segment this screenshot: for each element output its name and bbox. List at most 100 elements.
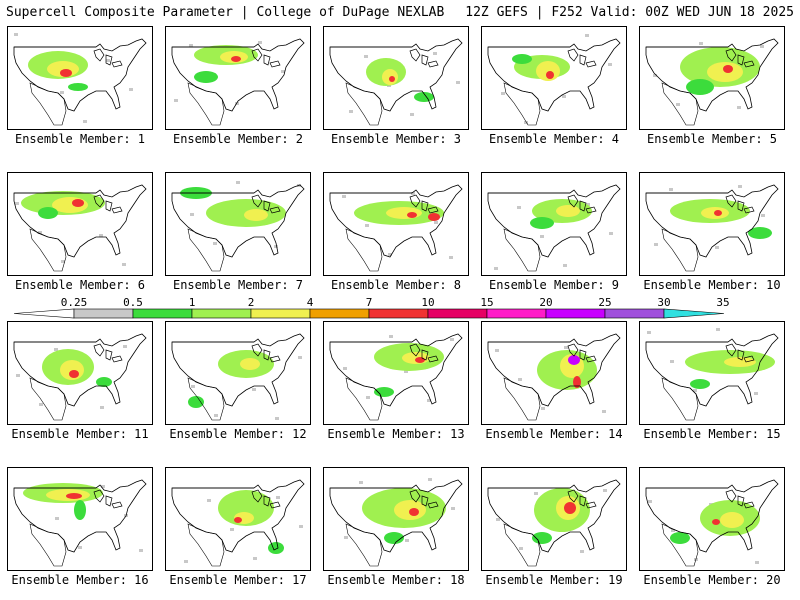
scp-speck [586, 203, 590, 206]
scp-contour [748, 227, 772, 239]
scp-speck [389, 335, 393, 338]
scp-speck [653, 74, 657, 77]
scp-speck [495, 349, 499, 352]
scp-speck [562, 95, 566, 98]
colorbar-segment [309, 308, 370, 319]
scp-speck [411, 192, 415, 195]
great-lakes [409, 194, 439, 214]
colorbar-label: 0.5 [123, 296, 143, 309]
scp-speck [648, 500, 652, 503]
scp-speck [100, 406, 104, 409]
scp-speck [129, 88, 133, 91]
scp-contour [720, 512, 744, 528]
scp-speck [101, 485, 105, 488]
scp-speck [61, 260, 65, 263]
scp-speck [365, 224, 369, 227]
scp-contour [532, 532, 552, 544]
panel-map [639, 26, 785, 130]
scp-contour [72, 199, 84, 207]
mexico-outline [345, 228, 383, 272]
scp-speck [405, 539, 409, 542]
scp-speck [191, 385, 195, 388]
scp-speck [344, 536, 348, 539]
scp-speck [253, 557, 257, 560]
scp-speck [541, 407, 545, 410]
scp-speck [761, 214, 765, 217]
map-canvas [171, 181, 305, 272]
member-caption: Ensemble Member: 16 [11, 573, 149, 587]
map-canvas [645, 328, 779, 421]
panel-map [323, 467, 469, 571]
map-canvas [171, 479, 305, 567]
scp-contour [564, 502, 576, 514]
scp-speck [388, 253, 392, 256]
header: Supercell Composite Parameter | College … [0, 0, 800, 26]
scp-speck [534, 492, 538, 495]
scp-speck [139, 549, 143, 552]
member-caption: Ensemble Member: 13 [327, 427, 465, 441]
scp-speck [60, 91, 64, 94]
mexico-outline [187, 228, 225, 272]
member-caption: Ensemble Member: 18 [327, 573, 465, 587]
scp-speck [55, 517, 59, 520]
scp-speck [647, 331, 651, 334]
scp-speck [494, 267, 498, 270]
scp-speck [449, 256, 453, 259]
scp-speck [123, 345, 127, 348]
scp-contour [530, 217, 554, 229]
member-caption: Ensemble Member: 12 [169, 427, 307, 441]
scp-speck [230, 528, 234, 531]
map-canvas [13, 33, 147, 126]
scp-contour [428, 213, 440, 221]
mexico-outline [29, 228, 67, 272]
colorbar-label: 10 [421, 296, 435, 309]
colorbar-segment [545, 308, 606, 319]
member-caption: Ensemble Member: 6 [14, 278, 146, 292]
scp-speck [274, 245, 278, 248]
colorbar-segment [368, 308, 429, 319]
colorbar-segment [191, 308, 252, 319]
scp-speck [715, 246, 719, 249]
scp-speck [235, 102, 239, 105]
scp-contour [536, 61, 560, 81]
page-title: Supercell Composite Parameter | College … [6, 5, 445, 20]
scp-speck [676, 103, 680, 106]
colorbar-label: 2 [247, 296, 255, 309]
member-caption: Ensemble Member: 17 [169, 573, 307, 587]
map-canvas [13, 184, 147, 272]
panel-map [165, 172, 311, 276]
scp-contour [234, 517, 242, 523]
scp-speck [342, 195, 346, 198]
map-canvas [329, 333, 463, 421]
member-caption: Ensemble Member: 3 [330, 132, 462, 146]
scp-speck [54, 348, 58, 351]
panel-map [481, 467, 627, 571]
scp-contour [389, 76, 395, 82]
mexico-outline [661, 228, 699, 272]
colorbar-label: 35 [716, 296, 730, 309]
scp-speck [428, 478, 432, 481]
mexico-outline [187, 82, 225, 126]
scp-speck [189, 44, 193, 47]
great-lakes [725, 343, 755, 363]
colorbar-label: 30 [657, 296, 671, 309]
scp-speck [564, 346, 568, 349]
scp-contour [268, 542, 284, 554]
member-caption: Ensemble Member: 1 [14, 132, 146, 146]
map-canvas [171, 333, 305, 421]
scp-speck [16, 374, 20, 377]
scp-contour [414, 92, 434, 102]
map-canvas [487, 184, 621, 272]
scp-contour [60, 69, 72, 77]
scp-speck [754, 392, 758, 395]
colorbar-label: 1 [188, 296, 196, 309]
panel-map [7, 321, 153, 425]
great-lakes [93, 194, 123, 214]
scp-speck [434, 221, 438, 224]
mexico-outline [503, 82, 541, 126]
great-lakes [567, 343, 597, 363]
scp-speck [190, 213, 194, 216]
panel-map [165, 467, 311, 571]
map-canvas [487, 479, 621, 567]
scp-speck [563, 264, 567, 267]
